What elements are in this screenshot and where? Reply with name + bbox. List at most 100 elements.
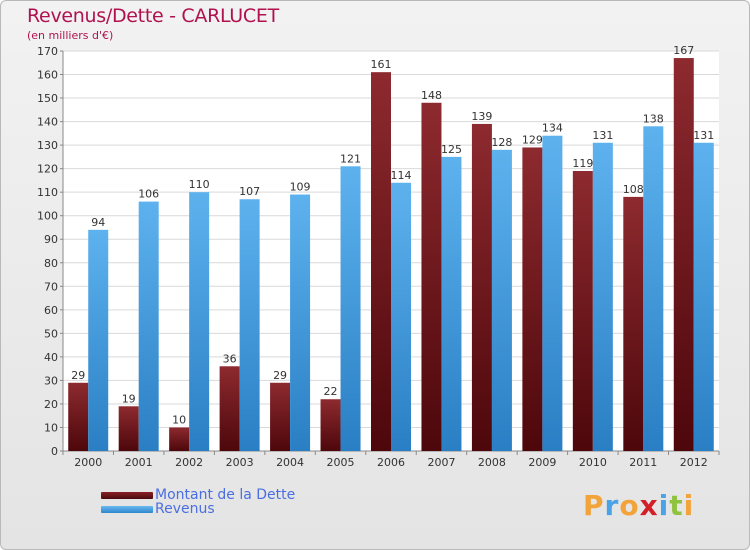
- data-label-debt: 161: [371, 58, 392, 71]
- data-label-revenue: 94: [91, 216, 105, 229]
- chart-subtitle: (en milliers d'€): [27, 29, 114, 42]
- data-label-revenue: 131: [592, 129, 613, 142]
- bar-revenue: [592, 142, 613, 451]
- bar-debt: [219, 366, 240, 451]
- bar-revenue: [643, 126, 664, 451]
- bar-debt: [522, 147, 543, 451]
- data-label-revenue: 128: [491, 136, 512, 149]
- bar-debt: [169, 427, 190, 451]
- bar-debt: [270, 382, 291, 451]
- logo-letter: i: [683, 489, 695, 522]
- bar-debt: [572, 171, 593, 451]
- data-label-debt: 29: [71, 369, 85, 382]
- chart-title: Revenus/Dette - CARLUCET: [27, 5, 279, 27]
- y-tick-label: 100: [37, 210, 58, 223]
- bar-revenue: [542, 135, 563, 452]
- legend-item-debt: Montant de la Dette: [101, 487, 295, 503]
- data-label-debt: 10: [172, 413, 186, 426]
- bar-debt: [421, 102, 442, 451]
- y-tick-label: 110: [37, 186, 58, 199]
- logo-letter: r: [604, 489, 620, 522]
- logo-letter: P: [583, 489, 605, 522]
- bar-revenue: [491, 149, 512, 451]
- bar-debt: [68, 382, 89, 451]
- logo-letter: o: [619, 489, 640, 522]
- y-tick-label: 0: [51, 445, 58, 458]
- bar-revenue: [290, 194, 311, 451]
- data-label-revenue: 121: [340, 152, 361, 165]
- y-tick-label: 150: [37, 92, 58, 105]
- bar-debt: [371, 72, 391, 452]
- y-tick-label: 60: [44, 304, 58, 317]
- bar-revenue: [88, 229, 109, 451]
- x-tick-label: 2003: [226, 456, 254, 469]
- legend-label-debt: Montant de la Dette: [155, 487, 296, 503]
- bar-revenue: [391, 182, 411, 451]
- bar-debt: [118, 406, 139, 451]
- x-tick-label: 2008: [478, 456, 506, 469]
- x-tick-label: 2001: [125, 456, 153, 469]
- y-tick-label: 40: [44, 351, 58, 364]
- x-tick-label: 2002: [175, 456, 203, 469]
- y-tick-label: 90: [44, 233, 58, 246]
- x-tick-label: 2004: [276, 456, 304, 469]
- data-label-revenue: 114: [391, 169, 412, 182]
- bar-revenue: [189, 192, 210, 452]
- data-label-debt: 148: [421, 89, 442, 102]
- bar-revenue: [138, 201, 159, 451]
- legend-label-revenue: Revenus: [155, 501, 215, 517]
- data-label-debt: 19: [122, 392, 136, 405]
- data-label-revenue: 107: [239, 185, 260, 198]
- x-tick-label: 2000: [74, 456, 102, 469]
- data-label-revenue: 106: [138, 188, 159, 201]
- legend-swatch-debt: [101, 491, 153, 499]
- y-tick-label: 70: [44, 280, 58, 293]
- y-tick-label: 130: [37, 139, 58, 152]
- logo-letter: i: [658, 489, 670, 522]
- data-label-revenue: 110: [189, 178, 210, 191]
- bar-debt: [471, 123, 492, 452]
- y-tick-label: 30: [44, 374, 58, 387]
- x-tick-label: 2010: [579, 456, 607, 469]
- y-tick-label: 10: [44, 421, 58, 434]
- y-tick-label: 160: [37, 69, 58, 82]
- y-tick-label: 120: [37, 163, 58, 176]
- data-label-revenue: 131: [693, 129, 714, 142]
- data-label-debt: 119: [572, 157, 593, 170]
- y-tick-label: 140: [37, 116, 58, 129]
- logo-letter: x: [639, 489, 659, 522]
- data-label-debt: 167: [673, 44, 694, 57]
- bar-debt: [320, 399, 341, 451]
- data-label-revenue: 138: [643, 112, 664, 125]
- y-tick-label: 80: [44, 257, 58, 270]
- x-tick-label: 2011: [629, 456, 657, 469]
- data-label-revenue: 109: [290, 181, 311, 194]
- data-label-revenue: 134: [542, 122, 563, 135]
- data-label-debt: 108: [623, 183, 644, 196]
- data-label-debt: 29: [273, 369, 287, 382]
- bar-revenue: [441, 156, 462, 451]
- y-tick-label: 50: [44, 327, 58, 340]
- legend-item-revenue: Revenus: [101, 501, 215, 517]
- x-tick-label: 2005: [327, 456, 355, 469]
- data-label-debt: 139: [471, 110, 492, 123]
- y-tick-label: 170: [37, 45, 58, 58]
- x-tick-label: 2009: [528, 456, 556, 469]
- bar-debt: [673, 58, 694, 451]
- data-label-debt: 22: [324, 385, 338, 398]
- x-tick-label: 2007: [427, 456, 455, 469]
- logo-letter: t: [669, 489, 684, 522]
- x-tick-label: 2006: [377, 456, 405, 469]
- bar-revenue: [239, 199, 260, 451]
- bar-debt: [623, 196, 644, 451]
- proxiti-logo: Proxiti: [583, 489, 694, 522]
- data-label-debt: 129: [522, 133, 543, 146]
- legend-swatch-revenue: [101, 505, 153, 513]
- bar-revenue: [340, 166, 361, 451]
- bar-revenue: [693, 142, 714, 451]
- data-label-revenue: 125: [441, 143, 462, 156]
- data-label-debt: 36: [223, 352, 237, 365]
- y-tick-label: 20: [44, 398, 58, 411]
